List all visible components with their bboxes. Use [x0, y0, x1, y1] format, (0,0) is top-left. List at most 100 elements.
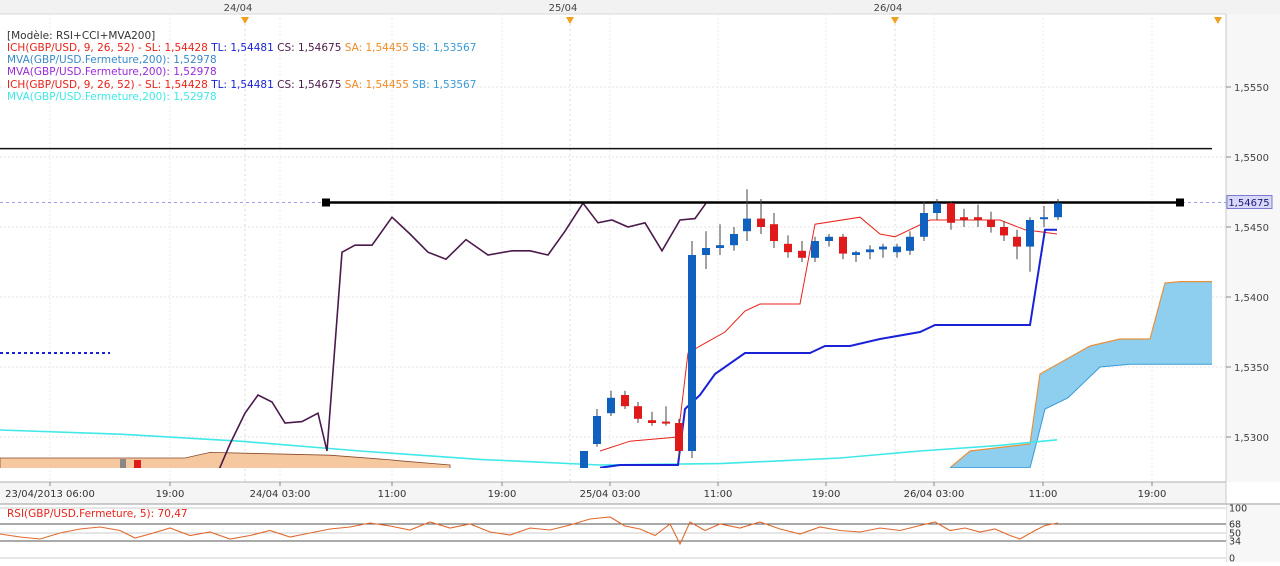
x-tick-label: 24/04 03:00 — [250, 489, 311, 500]
x-tick-label: 19:00 — [488, 489, 517, 500]
model-label: [Modèle: RSI+CCI+MVA200] — [7, 30, 155, 42]
legend-item: SA: 1,54455 — [345, 42, 413, 54]
legend-row: MVA(GBP/USD.Fermeture,200): 1,52978 — [7, 91, 217, 103]
candle-body — [1040, 217, 1048, 220]
current-price-tag: 1,54675 — [1226, 195, 1273, 209]
rsi-axis-label: 0 — [1229, 554, 1235, 563]
date-marker-arrow — [241, 17, 249, 24]
time-axis: 23/04/2013 06:00 19:00 24/04 03:00 11:00 19:… — [5, 482, 1166, 500]
ichimoku-cloud — [950, 281, 1212, 468]
candle-body — [987, 220, 995, 227]
candle-body — [675, 423, 683, 451]
y-tick-label: 1,5300 — [1234, 433, 1269, 444]
y-tick-label: 1,5550 — [1234, 83, 1269, 94]
legend-item: CS: 1,54675 — [277, 79, 345, 91]
x-tick-label: 11:00 — [378, 489, 407, 500]
time-axis-panel — [0, 482, 1226, 504]
chikou-span — [218, 201, 707, 468]
legend-item: TL: 1,54481 — [210, 79, 277, 91]
x-tick-label: 26/04 03:00 — [904, 489, 965, 500]
candle-body — [607, 397, 615, 414]
candle-body — [866, 249, 874, 253]
senkou-span-b — [950, 363, 1212, 468]
x-tick-label: 19:00 — [156, 489, 185, 500]
candle-body — [784, 243, 792, 253]
legend-row: MVA(GBP/USD.Fermeture,200): 1,52978 — [7, 66, 217, 78]
candle-body — [593, 416, 601, 444]
y-tick-label: 1,5400 — [1234, 293, 1269, 304]
date-marker-arrow — [891, 17, 899, 24]
candle-body — [879, 246, 887, 250]
rsi-axis-label: 68 — [1229, 520, 1241, 531]
candle-body — [621, 395, 629, 407]
candle-body — [933, 203, 941, 213]
y-tick-label: 1,5500 — [1234, 153, 1269, 164]
legend-item: TL: 1,54481 — [210, 42, 277, 54]
x-tick-label: 11:00 — [704, 489, 733, 500]
x-tick-label: 25/04 03:00 — [580, 489, 641, 500]
x-tick-label: 19:00 — [1138, 489, 1167, 500]
candle-body — [960, 217, 968, 220]
candle-body — [634, 406, 642, 419]
legend-row: ICH(GBP/USD, 9, 26, 52) - SL: 1,54428 TL… — [7, 42, 476, 54]
candle-body — [1013, 236, 1021, 247]
candle-body — [920, 213, 928, 237]
rsi-axis-panel — [1227, 505, 1280, 562]
legend-item: ICH(GBP/USD, 9, 26, 52) - SL: 1,54428 — [7, 42, 211, 54]
candle-body — [743, 218, 751, 232]
legend-item: MVA(GBP/USD.Fermeture,200): 1,52978 — [7, 66, 217, 78]
date-marker-bar — [0, 0, 1280, 14]
candle-body — [906, 236, 914, 251]
date-marker-arrow — [1214, 17, 1222, 24]
candle-body — [648, 420, 656, 423]
mva200-line — [0, 429, 1058, 466]
candle-body — [662, 421, 670, 424]
date-marker-label: 25/04 — [549, 3, 578, 14]
price-axis-panel — [1226, 14, 1280, 482]
date-marker-label: 26/04 — [874, 3, 903, 14]
current-price-label: 1,54675 — [1228, 198, 1269, 209]
x-tick-label: 11:00 — [1029, 489, 1058, 500]
legend-item: SA: 1,54455 — [345, 79, 413, 91]
candle-body — [1026, 220, 1034, 247]
x-tick-label: 19:00 — [812, 489, 841, 500]
candle-body — [893, 246, 901, 253]
candle-body — [730, 234, 738, 246]
y-tick-label: 1,5450 — [1234, 223, 1269, 234]
candle-body — [839, 236, 847, 254]
rsi-axis-label: 34 — [1229, 537, 1241, 548]
candle-body — [716, 245, 724, 248]
date-marker-arrow — [566, 17, 574, 24]
candle-body — [770, 224, 778, 241]
y-tick-label: 1,5350 — [1234, 363, 1269, 374]
legend-row: ICH(GBP/USD, 9, 26, 52) - SL: 1,54428 TL… — [7, 79, 476, 91]
candle-body — [798, 250, 806, 258]
candle-body — [811, 241, 819, 258]
grid-lines — [0, 14, 1226, 482]
price-plot[interactable] — [0, 147, 1226, 479]
rsi-axis-label: 100 — [1229, 504, 1247, 515]
candle-body — [947, 203, 955, 223]
small-candle — [134, 460, 141, 468]
legend-item: CS: 1,54675 — [277, 42, 345, 54]
resistance-line-handle — [322, 198, 330, 207]
cloud-band-past — [0, 451, 451, 468]
candle-body — [852, 252, 860, 255]
candle-body — [702, 248, 710, 255]
senkou-span-a — [949, 281, 1212, 468]
rsi-axis-label: 50 — [1229, 529, 1241, 540]
legend-row: MVA(GBP/USD.Fermeture,200): 1,52978 — [7, 54, 217, 66]
legend-item: MVA(GBP/USD.Fermeture,200): 1,52978 — [7, 54, 217, 66]
x-tick-label: 23/04/2013 06:00 — [5, 489, 95, 500]
small-candle — [120, 459, 126, 468]
candle-body — [1054, 203, 1062, 218]
candle-body — [688, 255, 696, 451]
indicator-legend: [Modèle: RSI+CCI+MVA200]ICH(GBP/USD, 9, … — [7, 30, 476, 103]
date-markers: 24/04 25/04 26/04 — [224, 3, 1222, 24]
candle-body — [1000, 227, 1008, 236]
candle-body — [580, 451, 588, 468]
